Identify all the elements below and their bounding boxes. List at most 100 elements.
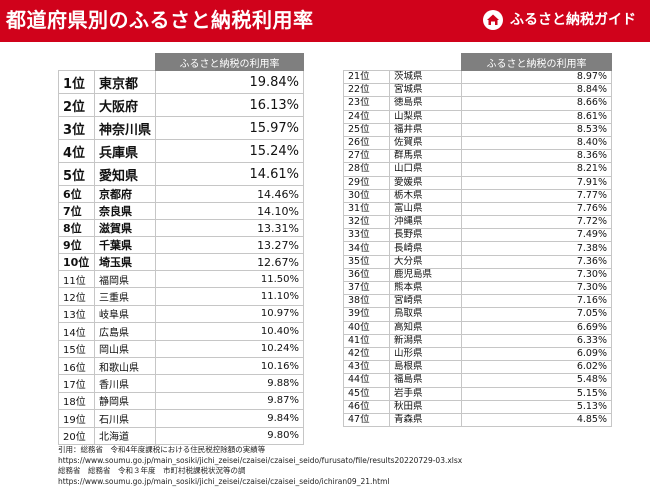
table-row: 36位 鹿児島県 7.30% <box>343 267 612 283</box>
rate-cell: 7.05% <box>461 307 612 322</box>
prefecture-cell: 宮城県 <box>389 83 462 98</box>
prefecture-cell: 長野県 <box>389 228 462 243</box>
table-row: 46位 秋田県 5.13% <box>343 399 612 414</box>
prefecture-cell: 和歌山県 <box>93 356 157 376</box>
prefecture-cell: 島根県 <box>389 360 462 375</box>
header-banner: 都道府県別のふるさと納税利用率 ふるさと納税ガイド <box>0 0 650 42</box>
table-row: 18位 静岡県 9.87% <box>58 391 305 411</box>
rank-cell: 11位 <box>58 269 95 289</box>
rank-cell: 17位 <box>58 374 95 393</box>
prefecture-cell: 秋田県 <box>389 399 462 414</box>
rank-cell: 42位 <box>343 346 390 362</box>
prefecture-cell: 高知県 <box>389 320 462 335</box>
rate-cell: 8.66% <box>461 96 612 111</box>
rate-cell: 7.30% <box>461 267 612 283</box>
rank-cell: 22位 <box>343 83 390 98</box>
rank-cell: 26位 <box>343 135 390 151</box>
rank-cell: 41位 <box>343 333 390 348</box>
rate-cell: 7.49% <box>461 228 612 243</box>
rank-cell: 40位 <box>343 320 390 335</box>
table-row: 44位 福島県 5.48% <box>343 373 612 388</box>
rank-cell: 34位 <box>343 241 390 256</box>
prefecture-cell: 三重県 <box>93 287 157 306</box>
table-row: 16位 和歌山県 10.16% <box>58 356 305 376</box>
rate-cell: 5.13% <box>461 399 612 414</box>
table-row: 9位 千葉県 13.27% <box>58 236 305 254</box>
rank-cell: 37位 <box>343 280 390 296</box>
prefecture-cell: 愛知県 <box>93 162 157 186</box>
rate-cell: 12.67% <box>155 253 305 271</box>
prefecture-cell: 埼玉県 <box>93 253 157 271</box>
rank-cell: 2位 <box>58 93 95 117</box>
rank-cell: 6位 <box>58 185 95 203</box>
table-row: 43位 島根県 6.02% <box>343 360 612 375</box>
rate-cell: 10.97% <box>155 304 305 324</box>
table-row: 13位 岐阜県 10.97% <box>58 304 305 324</box>
table-row: 25位 福井県 8.53% <box>343 122 612 137</box>
table-row: 41位 新潟県 6.33% <box>343 333 612 348</box>
rate-cell: 6.33% <box>461 333 612 348</box>
citation-url[interactable]: https://www.soumu.go.jp/main_sosiki/jich… <box>58 455 463 465</box>
furusato-guide-logo-icon <box>483 10 503 30</box>
ranking-table-right: ふるさと納税の利用率 21位 茨城県 8.97% 22位 宮城県 8.84% 23位 徳島県 8… <box>343 53 612 428</box>
rank-cell: 29位 <box>343 175 390 190</box>
prefecture-cell: 群馬県 <box>389 149 462 164</box>
citation-line: 引用：総務省 令和4年度課税における住民税控除額の実績等 <box>58 445 266 454</box>
rate-cell: 14.46% <box>155 185 305 203</box>
prefecture-cell: 茨城県 <box>389 69 462 85</box>
rank-cell: 1位 <box>58 70 95 94</box>
prefecture-cell: 滋賀県 <box>93 219 157 237</box>
brand-logo[interactable]: ふるさと納税ガイド <box>482 9 636 31</box>
rank-cell: 36位 <box>343 267 390 283</box>
rate-cell: 8.53% <box>461 122 612 137</box>
rate-cell: 19.84% <box>155 70 305 94</box>
table-row: 8位 滋賀県 13.31% <box>58 219 305 237</box>
rate-cell: 16.13% <box>155 93 305 117</box>
prefecture-cell: 福島県 <box>389 373 462 388</box>
rate-cell: 13.31% <box>155 219 305 237</box>
table-header-row: ふるさと納税の利用率 <box>59 53 305 71</box>
rate-cell: 7.76% <box>461 201 612 217</box>
ranking-table-left: ふるさと納税の利用率 1位 東京都 19.84% 2位 大阪府 16.13% 3位 神奈川県 1… <box>58 53 305 445</box>
table-row: 21位 茨城県 8.97% <box>343 69 612 85</box>
prefecture-cell: 徳島県 <box>389 96 462 111</box>
table-row: 19位 石川県 9.84% <box>58 409 305 428</box>
rank-cell: 13位 <box>58 304 95 324</box>
rate-cell: 14.10% <box>155 202 305 220</box>
table-row: 6位 京都府 14.46% <box>58 185 305 203</box>
prefecture-cell: 福井県 <box>389 122 462 137</box>
rank-cell: 44位 <box>343 373 390 388</box>
prefecture-cell: 宮崎県 <box>389 294 462 309</box>
prefecture-cell: 神奈川県 <box>93 116 157 140</box>
rank-cell: 16位 <box>58 356 95 376</box>
table-row: 39位 鳥取県 7.05% <box>343 307 612 322</box>
rank-cell: 24位 <box>343 109 390 124</box>
rate-cell: 7.16% <box>461 294 612 309</box>
rank-cell: 4位 <box>58 139 95 163</box>
rank-cell: 3位 <box>58 116 95 140</box>
rank-cell: 35位 <box>343 254 390 269</box>
table-row: 28位 山口県 8.21% <box>343 162 612 177</box>
rate-cell: 11.10% <box>155 287 305 306</box>
rank-cell: 33位 <box>343 228 390 243</box>
prefecture-cell: 京都府 <box>93 185 157 203</box>
rate-cell: 9.88% <box>155 374 305 393</box>
rate-cell: 4.85% <box>461 412 612 428</box>
rank-cell: 18位 <box>58 391 95 411</box>
rate-cell: 7.72% <box>461 215 612 230</box>
rank-cell: 14位 <box>58 322 95 341</box>
table-row: 32位 沖縄県 7.72% <box>343 215 612 230</box>
prefecture-cell: 岐阜県 <box>93 304 157 324</box>
citation-url[interactable]: https://www.soumu.go.jp/main_sosiki/jich… <box>58 476 390 486</box>
rate-cell: 15.97% <box>155 116 305 140</box>
rate-cell: 8.61% <box>461 109 612 124</box>
prefecture-cell: 長崎県 <box>389 241 462 256</box>
rate-cell: 7.91% <box>461 175 612 190</box>
table-row: 2位 大阪府 16.13% <box>58 93 305 117</box>
rank-cell: 10位 <box>58 253 95 271</box>
prefecture-cell: 福岡県 <box>93 269 157 289</box>
rank-cell: 30位 <box>343 188 390 203</box>
prefecture-cell: 北海道 <box>93 426 157 445</box>
rate-cell: 13.27% <box>155 236 305 254</box>
table-row: 11位 福岡県 11.50% <box>58 269 305 289</box>
